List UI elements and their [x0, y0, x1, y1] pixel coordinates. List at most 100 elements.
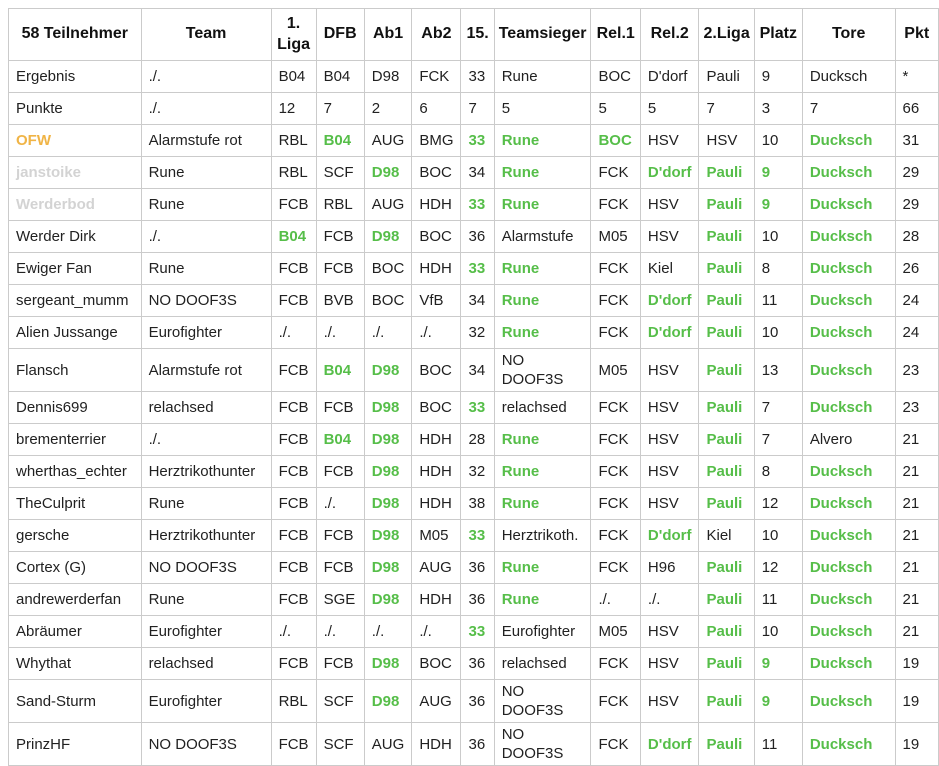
data-cell: 38 [460, 487, 495, 520]
data-cell: FCK [590, 487, 641, 520]
data-cell: B04 [315, 124, 365, 157]
data-cell: 34 [460, 348, 495, 392]
data-cell: HDH [411, 583, 462, 616]
data-cell: Alarmstufe rot [140, 124, 272, 157]
data-cell: Eurofighter [140, 316, 272, 349]
table-row: janstoike Rune RBL SCF D98 BOC 34 Rune FCK D'dorf… [8, 156, 939, 189]
data-cell: Rune [493, 284, 592, 317]
data-cell: 2 [363, 92, 413, 125]
data-cell: Herztrikothunter [140, 455, 272, 488]
data-cell: SCF [315, 679, 365, 723]
data-cell: ./. [411, 316, 462, 349]
data-cell: 29 [894, 188, 939, 221]
data-cell: 33 [460, 188, 495, 221]
data-cell: Ducksch [801, 679, 896, 723]
data-cell: 8 [753, 252, 803, 285]
data-cell: Herztrikoth. [493, 519, 592, 552]
tippspiel-table: 58 Teilnehmer Team 1. Liga DFB Ab1 Ab2 15. Team… [8, 8, 939, 766]
data-cell: FCK [590, 722, 641, 766]
participant-name-cell: Flansch [8, 348, 142, 392]
data-cell: 33 [460, 124, 495, 157]
data-cell: BOC [411, 156, 462, 189]
data-cell: 7 [753, 423, 803, 456]
data-cell: HSV [639, 487, 700, 520]
data-cell: D98 [363, 156, 413, 189]
participant-name-cell: PrinzHF [8, 722, 142, 766]
data-cell: 9 [753, 156, 803, 189]
data-cell: FCB [270, 252, 317, 285]
participant-name-cell: Abräumer [8, 615, 142, 648]
data-cell: ./. [140, 92, 272, 125]
data-cell: 7 [698, 92, 755, 125]
data-cell: BOC [411, 220, 462, 253]
data-cell: relachsed [140, 391, 272, 424]
data-cell: FCB [270, 284, 317, 317]
data-cell: BOC [411, 348, 462, 392]
participant-name-cell: brementerrier [8, 423, 142, 456]
participant-name-cell: andrewerderfan [8, 583, 142, 616]
data-cell: AUG [363, 722, 413, 766]
data-cell: 19 [894, 722, 939, 766]
data-cell: Pauli [698, 487, 755, 520]
data-cell: ./. [315, 615, 365, 648]
data-cell: 10 [753, 519, 803, 552]
column-header: 58 Teilnehmer [8, 8, 142, 61]
data-cell: 7 [753, 391, 803, 424]
data-cell: AUG [411, 679, 462, 723]
data-cell: 9 [753, 679, 803, 723]
data-cell: AUG [363, 188, 413, 221]
data-cell: 21 [894, 423, 939, 456]
data-cell: Ducksch [801, 487, 896, 520]
data-cell: D98 [363, 455, 413, 488]
column-header: Platz [753, 8, 803, 61]
data-cell: 24 [894, 284, 939, 317]
data-cell: ./. [140, 60, 272, 93]
data-cell: Pauli [698, 551, 755, 584]
data-cell: 36 [460, 551, 495, 584]
data-cell: Pauli [698, 348, 755, 392]
data-cell: relachsed [493, 647, 592, 680]
data-cell: Pauli [698, 722, 755, 766]
data-cell: HDH [411, 455, 462, 488]
table-row: Werder Dirk ./. B04 FCB D98 BOC 36 Alarmstufe M0… [8, 220, 939, 253]
data-cell: 21 [894, 455, 939, 488]
data-cell: 9 [753, 647, 803, 680]
data-cell: Ducksch [801, 220, 896, 253]
table-row: PrinzHF NO DOOF3S FCB SCF AUG HDH 36 NO DOOF3S F… [8, 722, 939, 766]
data-cell: Rune [493, 423, 592, 456]
header-row: 58 Teilnehmer Team 1. Liga DFB Ab1 Ab2 15. Team… [8, 8, 939, 61]
data-cell: 13 [753, 348, 803, 392]
data-cell: D98 [363, 391, 413, 424]
data-cell: ./. [639, 583, 700, 616]
data-cell: Rune [493, 156, 592, 189]
data-cell: 28 [894, 220, 939, 253]
data-cell: FCB [270, 487, 317, 520]
data-cell: HSV [698, 124, 755, 157]
data-cell: M05 [590, 615, 641, 648]
data-cell: Ducksch [801, 316, 896, 349]
data-cell: 9 [753, 188, 803, 221]
data-cell: FCK [411, 60, 462, 93]
data-cell: 36 [460, 679, 495, 723]
participant-name-cell: gersche [8, 519, 142, 552]
column-header: Tore [801, 8, 896, 61]
data-cell: FCB [270, 348, 317, 392]
data-cell: 10 [753, 316, 803, 349]
data-cell: Pauli [698, 284, 755, 317]
data-cell: Eurofighter [140, 615, 272, 648]
data-cell: Pauli [698, 188, 755, 221]
data-cell: FCB [270, 519, 317, 552]
data-cell: 36 [460, 722, 495, 766]
data-cell: * [894, 60, 939, 93]
data-cell: 34 [460, 156, 495, 189]
column-header: Team [140, 8, 272, 61]
data-cell: ./. [270, 316, 317, 349]
data-cell: Ducksch [801, 519, 896, 552]
data-cell: Ducksch [801, 583, 896, 616]
data-cell: 33 [460, 519, 495, 552]
table-row: Alien Jussange Eurofighter ./. ./. ./. ./. 32 R… [8, 316, 939, 349]
data-cell: D'dorf [639, 722, 700, 766]
data-cell: 33 [460, 615, 495, 648]
data-cell: Ducksch [801, 391, 896, 424]
data-cell: FCB [315, 220, 365, 253]
